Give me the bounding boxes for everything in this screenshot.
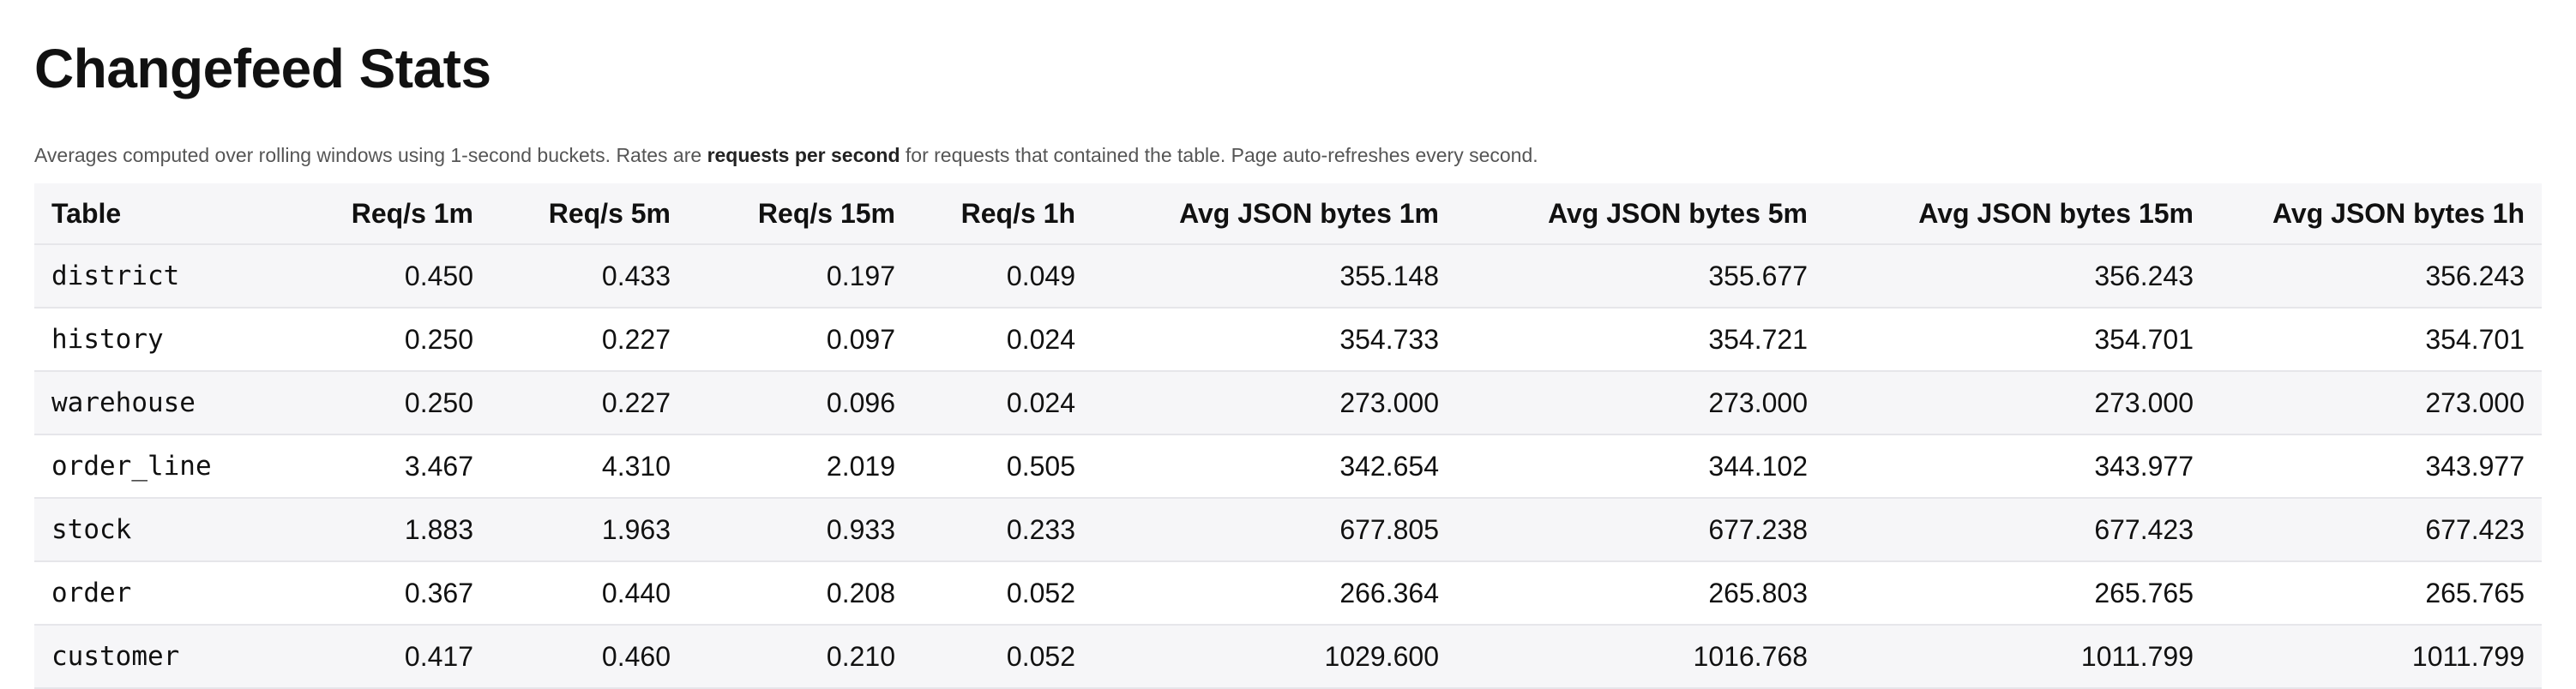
- column-header-avg-bytes-1m: Avg JSON bytes 1m: [1092, 183, 1456, 245]
- table-name-cell: district: [34, 244, 280, 309]
- value-cell: 0.933: [688, 498, 912, 562]
- value-cell: 265.765: [2211, 561, 2542, 626]
- table-name-cell: order: [34, 561, 280, 626]
- table-row: district 0.450 0.433 0.197 0.049 355.148…: [34, 244, 2542, 309]
- value-cell: 344.102: [1456, 434, 1825, 499]
- value-cell: 354.721: [1456, 308, 1825, 372]
- table-row: order 0.367 0.440 0.208 0.052 266.364 26…: [34, 561, 2542, 626]
- page-description: Averages computed over rolling windows u…: [34, 142, 2542, 168]
- value-cell: 1.883: [280, 498, 491, 562]
- value-cell: 0.367: [280, 561, 491, 626]
- value-cell: 0.024: [912, 371, 1092, 435]
- value-cell: 3.467: [280, 434, 491, 499]
- value-cell: 354.701: [1825, 308, 2211, 372]
- value-cell: 0.233: [912, 498, 1092, 562]
- value-cell: 356.243: [1825, 244, 2211, 309]
- value-cell: 356.243: [2211, 244, 2542, 309]
- column-header-reqs-1h: Req/s 1h: [912, 183, 1092, 245]
- value-cell: 0.505: [912, 434, 1092, 499]
- value-cell: 2.019: [688, 434, 912, 499]
- table-row: warehouse 0.250 0.227 0.096 0.024 273.00…: [34, 371, 2542, 435]
- value-cell: 0.097: [688, 308, 912, 372]
- value-cell: 343.977: [1825, 434, 2211, 499]
- table-name-cell: stock: [34, 498, 280, 562]
- column-header-reqs-15m: Req/s 15m: [688, 183, 912, 245]
- value-cell: 1.963: [491, 498, 688, 562]
- table-header-row: Table Req/s 1m Req/s 5m Req/s 15m Req/s …: [34, 183, 2542, 245]
- value-cell: 354.701: [2211, 308, 2542, 372]
- value-cell: 677.423: [1825, 498, 2211, 562]
- description-text-end: for requests that contained the table. P…: [900, 144, 1538, 166]
- page-title: Changefeed Stats: [34, 38, 491, 99]
- value-cell: 354.733: [1092, 308, 1456, 372]
- column-header-avg-bytes-15m: Avg JSON bytes 15m: [1825, 183, 2211, 245]
- table-name-cell: history: [34, 308, 280, 372]
- column-header-table: Table: [34, 183, 280, 245]
- value-cell: 0.096: [688, 371, 912, 435]
- stats-table: Table Req/s 1m Req/s 5m Req/s 15m Req/s …: [34, 183, 2542, 689]
- value-cell: 4.310: [491, 434, 688, 499]
- value-cell: 0.227: [491, 371, 688, 435]
- value-cell: 0.024: [912, 308, 1092, 372]
- column-header-avg-bytes-1h: Avg JSON bytes 1h: [2211, 183, 2542, 245]
- value-cell: 342.654: [1092, 434, 1456, 499]
- table-name-cell: warehouse: [34, 371, 280, 435]
- value-cell: 273.000: [2211, 371, 2542, 435]
- value-cell: 0.450: [280, 244, 491, 309]
- value-cell: 266.364: [1092, 561, 1456, 626]
- description-bold-text: requests per second: [707, 144, 900, 166]
- value-cell: 273.000: [1456, 371, 1825, 435]
- value-cell: 0.197: [688, 244, 912, 309]
- column-header-avg-bytes-5m: Avg JSON bytes 5m: [1456, 183, 1825, 245]
- value-cell: 265.803: [1456, 561, 1825, 626]
- value-cell: 0.433: [491, 244, 688, 309]
- value-cell: 355.677: [1456, 244, 1825, 309]
- value-cell: 677.238: [1456, 498, 1825, 562]
- value-cell: 0.208: [688, 561, 912, 626]
- value-cell: 343.977: [2211, 434, 2542, 499]
- table-row: stock 1.883 1.963 0.933 0.233 677.805 67…: [34, 498, 2542, 562]
- value-cell: 355.148: [1092, 244, 1456, 309]
- value-cell: 0.250: [280, 371, 491, 435]
- value-cell: 0.049: [912, 244, 1092, 309]
- value-cell: 273.000: [1092, 371, 1456, 435]
- column-header-reqs-5m: Req/s 5m: [491, 183, 688, 245]
- value-cell: 265.765: [1825, 561, 2211, 626]
- value-cell: 0.250: [280, 308, 491, 372]
- value-cell: 677.805: [1092, 498, 1456, 562]
- value-cell: 0.052: [912, 625, 1092, 689]
- value-cell: 0.052: [912, 561, 1092, 626]
- table-row: order_line 3.467 4.310 2.019 0.505 342.6…: [34, 434, 2542, 499]
- value-cell: 0.227: [491, 308, 688, 372]
- table-name-cell: order_line: [34, 434, 280, 499]
- description-text-start: Averages computed over rolling windows u…: [34, 144, 707, 166]
- value-cell: 273.000: [1825, 371, 2211, 435]
- value-cell: 0.440: [491, 561, 688, 626]
- value-cell: 1011.799: [1825, 625, 2211, 689]
- column-header-reqs-1m: Req/s 1m: [280, 183, 491, 245]
- table-row: history 0.250 0.227 0.097 0.024 354.733 …: [34, 308, 2542, 372]
- value-cell: 677.423: [2211, 498, 2542, 562]
